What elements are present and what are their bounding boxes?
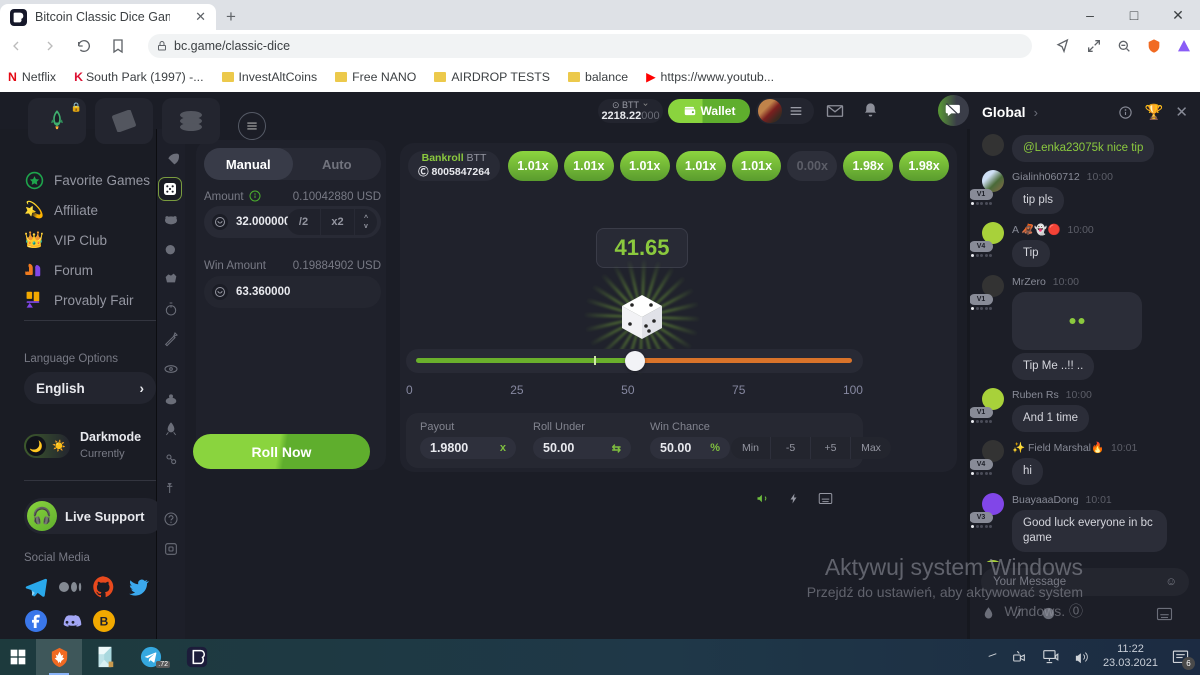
svg-text:B: B: [100, 615, 109, 629]
